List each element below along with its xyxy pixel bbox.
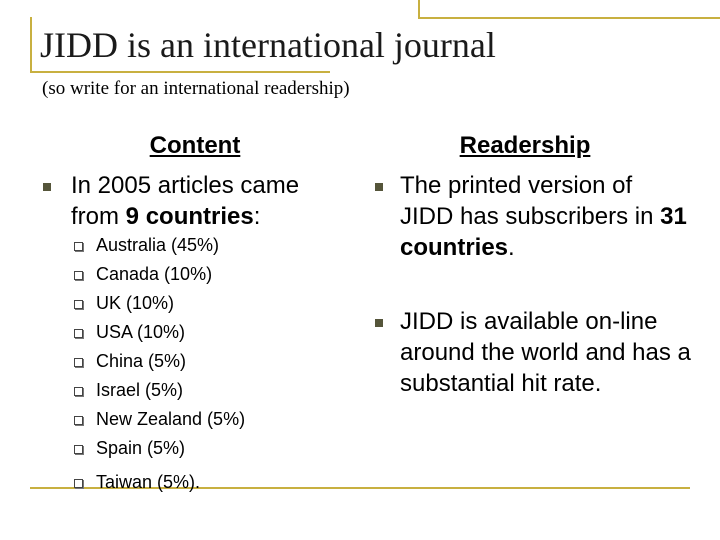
title-rule: [30, 71, 330, 73]
top-tick: [418, 0, 420, 19]
country-item: Taiwan (5%).: [96, 472, 201, 492]
sub-bullet-marker: [74, 445, 83, 454]
country-item: Canada (10%): [96, 264, 213, 284]
content-bullet: In 2005 articles came from 9 countries:: [71, 170, 331, 232]
top-rule: [418, 17, 720, 19]
country-item: USA (10%): [96, 322, 186, 342]
bottom-rule: [30, 487, 690, 489]
bullet-marker: [43, 183, 51, 191]
text: In 2005 articles came from: [71, 172, 300, 230]
country-item: Israel (5%): [96, 380, 184, 400]
country-item: Australia (45%): [96, 235, 220, 255]
subtitle: (so write for an international readershi…: [42, 78, 350, 99]
text: The printed version of JIDD has subscrib…: [400, 172, 661, 230]
bullet-marker: [375, 319, 383, 327]
readership-bullet: The printed version of JIDD has subscrib…: [400, 170, 690, 263]
readership-heading: Readership: [459, 132, 591, 159]
text: :: [253, 203, 261, 230]
country-item: Spain (5%): [96, 438, 186, 458]
bold-text: 9 countries: [125, 203, 254, 230]
country-item: New Zealand (5%): [96, 409, 246, 429]
sub-bullet-marker: [74, 300, 83, 309]
sub-bullet-marker: [74, 416, 83, 425]
sub-bullet-marker: [74, 271, 83, 280]
left-rule: [30, 17, 32, 73]
sub-bullet-marker: [74, 329, 83, 338]
sub-bullet-marker: [74, 242, 83, 251]
content-heading: Content: [149, 132, 241, 159]
sub-bullet-marker: [74, 479, 83, 488]
readership-bullet: JIDD is available on-line around the wor…: [400, 306, 692, 399]
title: JIDD is an international journal: [40, 25, 496, 65]
country-item: UK (10%): [96, 293, 175, 313]
text: JIDD is available on-line around the wor…: [400, 308, 691, 397]
text: .: [508, 234, 515, 261]
bullet-marker: [375, 183, 383, 191]
bold-text: 31 countries: [400, 203, 687, 261]
sub-bullet-marker: [74, 387, 83, 396]
sub-bullet-marker: [74, 358, 83, 367]
country-item: China (5%): [96, 351, 187, 371]
